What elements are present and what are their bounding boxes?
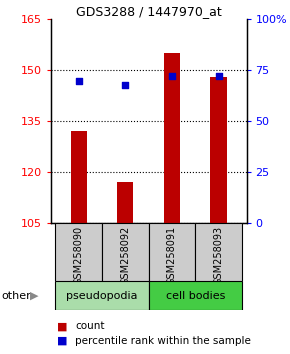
Text: GSM258093: GSM258093 [213, 226, 224, 285]
Text: GSM258092: GSM258092 [120, 226, 130, 285]
Bar [148, 223, 195, 281]
Text: pseudopodia: pseudopodia [66, 291, 138, 301]
Bar [117, 182, 133, 223]
Point [170, 74, 174, 79]
Point [76, 78, 81, 84]
Point [216, 74, 221, 79]
Bar [55, 281, 148, 310]
Text: ■: ■ [57, 336, 67, 346]
Text: ▶: ▶ [30, 291, 39, 301]
Text: count: count [75, 321, 105, 331]
Bar [164, 53, 180, 223]
Text: other: other [1, 291, 31, 301]
Text: GSM258090: GSM258090 [74, 226, 84, 285]
Bar [102, 223, 148, 281]
Text: ■: ■ [57, 321, 67, 331]
Text: cell bodies: cell bodies [166, 291, 225, 301]
Bar [210, 77, 227, 223]
Text: percentile rank within the sample: percentile rank within the sample [75, 336, 251, 346]
Point [123, 82, 128, 87]
Text: GSM258091: GSM258091 [167, 226, 177, 285]
Bar [55, 223, 102, 281]
Bar [195, 223, 242, 281]
Bar [70, 131, 87, 223]
Bar [148, 281, 242, 310]
Title: GDS3288 / 1447970_at: GDS3288 / 1447970_at [76, 5, 222, 18]
